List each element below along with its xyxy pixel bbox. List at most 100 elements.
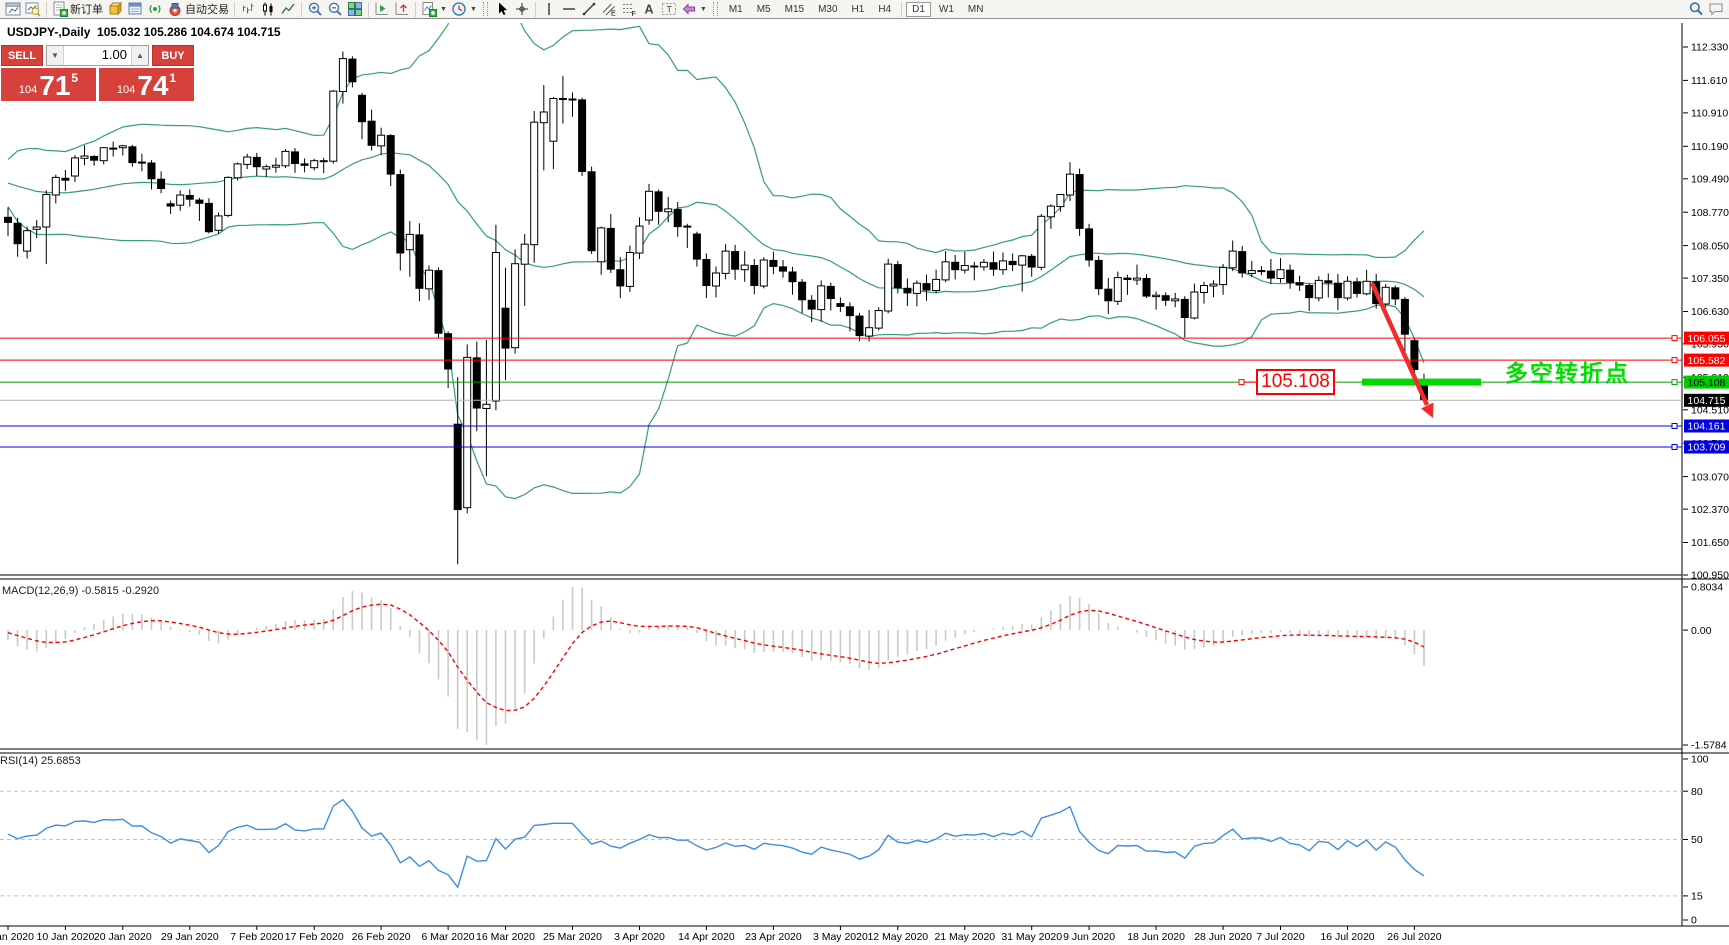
candle bbox=[1219, 266, 1228, 286]
zoom-in-button[interactable] bbox=[305, 1, 325, 18]
sell-button[interactable]: SELL bbox=[1, 45, 43, 66]
zoom-out-button[interactable] bbox=[325, 1, 345, 18]
candle bbox=[42, 194, 51, 228]
chart-shift-button[interactable] bbox=[392, 1, 412, 18]
line-anchor-handle[interactable] bbox=[1671, 335, 1678, 342]
date-tick-label: 23 Apr 2020 bbox=[745, 931, 802, 943]
svg-text:104.715: 104.715 bbox=[1688, 395, 1726, 407]
candle bbox=[405, 233, 414, 251]
timeframe-H1[interactable]: H1 bbox=[846, 2, 871, 17]
green-highlight-marker[interactable] bbox=[1362, 378, 1481, 386]
timeframe-M30[interactable]: M30 bbox=[812, 2, 843, 17]
candle bbox=[425, 269, 433, 290]
timeframe-MN[interactable]: MN bbox=[962, 2, 990, 17]
crosshair-button[interactable] bbox=[512, 1, 532, 18]
trendline-button[interactable] bbox=[579, 1, 599, 18]
candle bbox=[23, 230, 32, 252]
text-label-button[interactable]: T bbox=[659, 1, 679, 18]
text-button[interactable]: A bbox=[639, 1, 659, 18]
candle bbox=[224, 176, 233, 216]
candle bbox=[137, 161, 146, 164]
candle bbox=[530, 121, 539, 246]
candlestick-chart-button[interactable] bbox=[258, 1, 278, 18]
date-tick-label: 20 Jan 2020 bbox=[94, 931, 152, 943]
signal-button[interactable] bbox=[145, 1, 165, 18]
bar-chart-button[interactable] bbox=[238, 1, 258, 18]
indicators-menu-button[interactable]: ▼ bbox=[419, 1, 449, 18]
line-anchor-handle[interactable] bbox=[1671, 423, 1678, 429]
timeframe-D1[interactable]: D1 bbox=[906, 1, 931, 17]
price-tick-label: 110.190 bbox=[1691, 141, 1728, 153]
candle bbox=[912, 282, 921, 294]
price-tick-label: 110.910 bbox=[1691, 108, 1728, 120]
equidistant-channel-button[interactable]: E bbox=[599, 1, 619, 18]
candle bbox=[606, 227, 615, 270]
price-level-callout[interactable]: 105.108 bbox=[1256, 369, 1335, 395]
chart-window-button[interactable] bbox=[3, 1, 23, 18]
candle bbox=[319, 160, 328, 163]
cursor-button[interactable] bbox=[492, 1, 512, 18]
market-watch-button[interactable] bbox=[105, 1, 125, 18]
fibonacci-button[interactable]: F bbox=[619, 1, 639, 18]
candle bbox=[109, 147, 118, 150]
shapes-button[interactable]: ▼ bbox=[679, 1, 709, 18]
new-order-button[interactable]: 新订单 bbox=[50, 1, 105, 18]
timeframe-W1[interactable]: W1 bbox=[933, 2, 960, 17]
svg-text:A: A bbox=[644, 3, 653, 17]
chart-autoscroll-button[interactable] bbox=[372, 1, 392, 18]
candle bbox=[396, 174, 405, 254]
candle bbox=[434, 270, 443, 334]
chart-preview-button[interactable] bbox=[23, 1, 43, 18]
timeframe-H4[interactable]: H4 bbox=[872, 2, 897, 17]
candle bbox=[951, 261, 960, 271]
down-trend-arrow[interactable] bbox=[1369, 282, 1434, 418]
chat-button[interactable] bbox=[1706, 1, 1726, 18]
candle bbox=[807, 299, 816, 310]
data-window-button[interactable] bbox=[125, 1, 145, 18]
tile-windows-button[interactable] bbox=[345, 1, 365, 18]
timeframe-M15[interactable]: M15 bbox=[779, 2, 810, 17]
candle bbox=[1133, 277, 1141, 281]
candle bbox=[520, 243, 529, 265]
rsi-line bbox=[7, 798, 1425, 889]
volume-increase-button[interactable]: ▲ bbox=[131, 46, 148, 65]
buy-price[interactable]: 104 74 1 bbox=[99, 68, 194, 101]
auto-trading-icon bbox=[169, 3, 181, 16]
candle bbox=[1209, 283, 1218, 287]
svg-text:106.055: 106.055 bbox=[1688, 333, 1726, 345]
candle bbox=[99, 147, 108, 162]
crosshair-icon bbox=[515, 3, 528, 15]
candle bbox=[826, 285, 835, 299]
line-chart-button[interactable] bbox=[278, 1, 298, 18]
shapes-icon bbox=[682, 3, 695, 15]
volume-decrease-button[interactable]: ▼ bbox=[47, 46, 64, 65]
candle bbox=[1094, 259, 1103, 290]
candle bbox=[358, 94, 366, 123]
date-tick-label: 2 Jan 2020 bbox=[0, 931, 34, 943]
candle bbox=[1171, 298, 1180, 302]
line-anchor-handle[interactable] bbox=[1671, 444, 1678, 450]
callout-anchor bbox=[1238, 379, 1245, 386]
horizontal-line-button[interactable] bbox=[559, 1, 579, 18]
auto-trading-button[interactable]: 自动交易 bbox=[165, 1, 231, 18]
zoom-out-icon bbox=[328, 2, 342, 16]
candle bbox=[377, 134, 386, 147]
vertical-line-button[interactable] bbox=[539, 1, 559, 18]
buy-button[interactable]: BUY bbox=[152, 45, 194, 66]
timeframe-M5[interactable]: M5 bbox=[751, 2, 777, 17]
price-tag: 103.709 bbox=[1684, 440, 1729, 454]
search-button[interactable] bbox=[1686, 1, 1706, 18]
macd-axis-label: 0.00 bbox=[1691, 625, 1712, 637]
toolbar: 新订单 自动交易 ▼ ▼ E F A T ▼ M1 M5 M15 M30 H1 H4 D1 W1 MN bbox=[0, 0, 1729, 19]
candle bbox=[252, 156, 261, 168]
toolbar-separator bbox=[301, 1, 302, 17]
candle bbox=[281, 150, 290, 167]
line-anchor-handle[interactable] bbox=[1671, 357, 1678, 364]
timeframe-M1[interactable]: M1 bbox=[723, 2, 749, 17]
candle bbox=[13, 222, 22, 245]
equidistant-channel-icon: E bbox=[602, 3, 616, 17]
volume-input[interactable]: 1.00 bbox=[101, 47, 127, 62]
sell-price[interactable]: 104 71 5 bbox=[1, 68, 96, 101]
timeframes-menu-button[interactable]: ▼ bbox=[449, 1, 479, 18]
line-anchor-handle[interactable] bbox=[1671, 379, 1678, 386]
